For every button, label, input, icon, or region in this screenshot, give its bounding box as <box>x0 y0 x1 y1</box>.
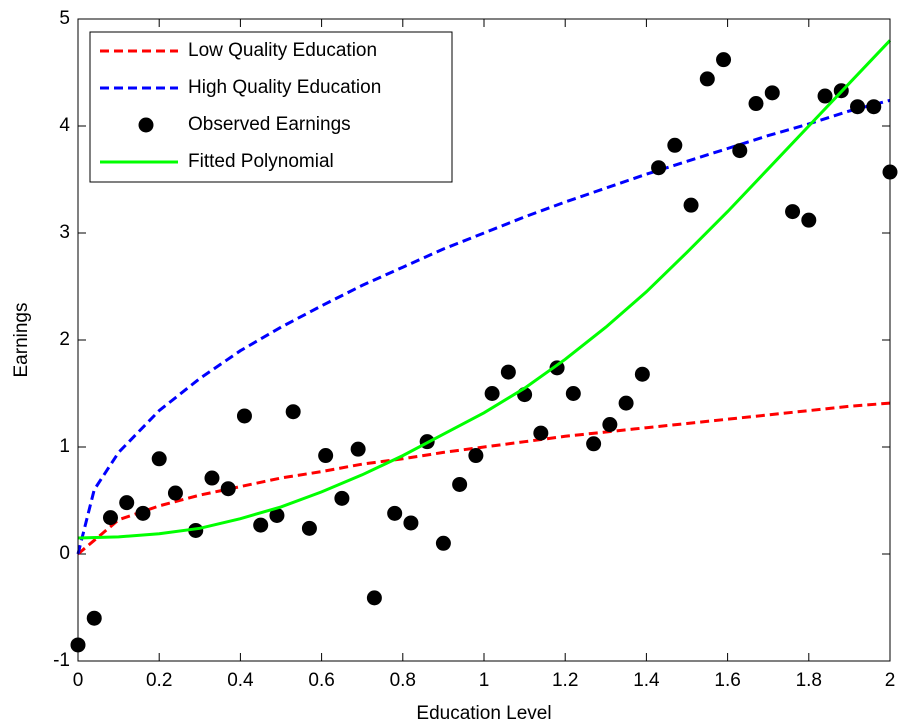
data-point <box>699 71 715 87</box>
x-tick-label: 1.8 <box>796 670 822 691</box>
data-point <box>484 386 500 401</box>
x-tick-label: 0.6 <box>308 670 334 691</box>
data-point <box>748 96 764 112</box>
y-tick-label: -1 <box>53 650 70 671</box>
x-tick-label: 1 <box>479 670 490 691</box>
data-point <box>285 404 301 420</box>
data-point <box>220 481 236 497</box>
data-point <box>86 610 102 626</box>
data-point <box>387 505 403 521</box>
legend-marker <box>138 117 154 133</box>
data-point <box>119 495 135 511</box>
data-point <box>167 485 183 501</box>
legend-label: Fitted Polynomial <box>188 151 334 172</box>
x-tick-label: 2 <box>885 670 896 691</box>
y-axis-label: Earnings <box>11 303 32 378</box>
data-point <box>204 470 220 486</box>
data-point <box>236 408 252 424</box>
y-tick-label: 5 <box>59 8 70 29</box>
data-point <box>683 197 699 213</box>
data-point <box>350 441 366 457</box>
data-point <box>188 522 204 538</box>
x-tick-label: 0 <box>73 670 84 691</box>
data-point <box>785 204 801 220</box>
data-point <box>318 448 334 464</box>
data-point <box>334 490 350 506</box>
data-point <box>468 448 484 464</box>
y-tick-label: 4 <box>59 115 70 136</box>
data-point <box>366 590 382 606</box>
data-point <box>135 505 151 521</box>
data-point <box>850 99 866 115</box>
data-point <box>452 476 468 492</box>
x-tick-label: 0.2 <box>146 670 172 691</box>
data-point <box>301 520 317 536</box>
legend-box <box>89 31 453 183</box>
legend-label: Observed Earnings <box>188 114 351 135</box>
series-line <box>77 39 892 540</box>
axes-box <box>77 18 891 662</box>
legend-label: Low Quality Education <box>188 40 377 61</box>
x-tick-label: 0.4 <box>227 670 254 691</box>
data-point <box>565 386 581 401</box>
y-tick-label: 3 <box>59 222 70 243</box>
data-point <box>602 417 618 433</box>
data-point <box>403 515 419 531</box>
y-tick-label: 0 <box>59 543 70 564</box>
data-point <box>618 395 634 411</box>
data-point <box>634 366 650 382</box>
data-point <box>764 85 780 101</box>
legend-label: High Quality Education <box>188 77 381 98</box>
x-tick-label: 1.2 <box>552 670 578 691</box>
x-axis-label: Education Level <box>416 703 551 724</box>
data-point <box>817 88 833 104</box>
data-point <box>500 364 516 380</box>
data-point <box>716 52 732 68</box>
x-tick-label: 1.6 <box>714 670 740 691</box>
data-point <box>651 160 667 176</box>
data-point <box>801 212 817 228</box>
data-point <box>667 137 683 153</box>
data-point <box>435 535 451 551</box>
data-point <box>253 517 269 533</box>
series-line <box>77 401 891 556</box>
data-point <box>102 510 118 526</box>
data-point <box>269 507 285 523</box>
series-line <box>76 98 891 555</box>
data-point <box>151 451 167 467</box>
data-point <box>732 143 748 159</box>
x-tick-label: 0.8 <box>390 670 416 691</box>
x-tick-label: 1.4 <box>633 670 660 691</box>
data-point <box>586 436 602 452</box>
data-point <box>866 99 882 115</box>
data-point <box>533 425 549 441</box>
y-tick-label: 1 <box>59 436 70 457</box>
y-tick-label: 2 <box>59 329 70 350</box>
